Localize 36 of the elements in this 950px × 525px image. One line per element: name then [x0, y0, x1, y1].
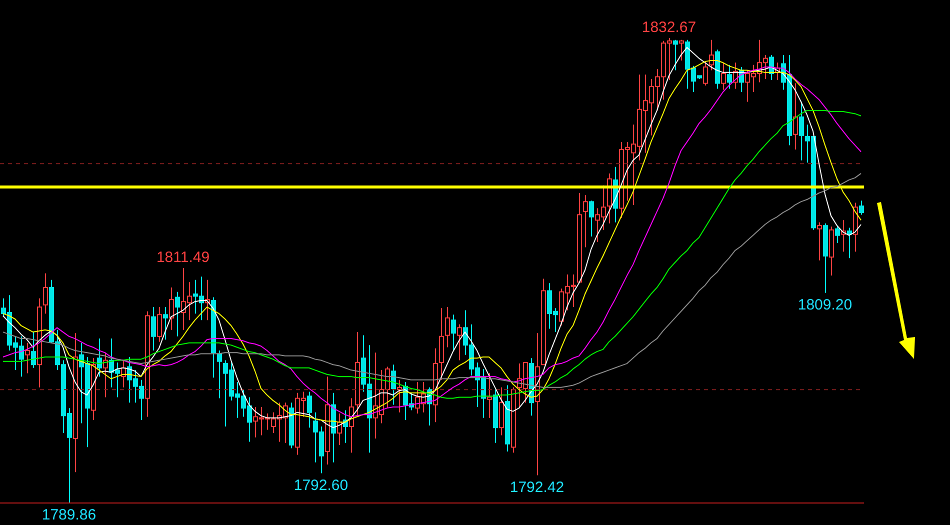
candlestick	[859, 200, 864, 216]
candlestick	[217, 350, 222, 399]
annotation: 1792.42	[510, 478, 564, 496]
annotation: 1792.60	[294, 476, 348, 494]
candlestick	[793, 82, 798, 150]
candlestick	[589, 200, 594, 237]
annotation: 1789.86	[42, 506, 96, 524]
candlestick	[175, 291, 180, 337]
candlestick	[673, 39, 678, 71]
candlestick	[307, 391, 312, 428]
candlestick	[727, 64, 732, 90]
candlestick	[457, 324, 462, 361]
candlestick	[391, 364, 396, 406]
candlestick	[487, 372, 492, 418]
annotation: 1832.67	[642, 19, 696, 36]
candlestick	[583, 194, 588, 248]
candlestick	[799, 101, 804, 161]
annotation: 1811.49	[156, 249, 210, 266]
candlestick	[835, 225, 840, 244]
candlestick	[709, 39, 714, 71]
candlestick	[679, 39, 684, 61]
candlestick	[31, 332, 36, 368]
candlestick	[817, 222, 822, 261]
candlestick	[43, 272, 48, 314]
candlestick	[847, 227, 852, 259]
candlestick	[163, 306, 168, 340]
candlestick	[451, 314, 456, 351]
annotation: 1809.20	[798, 296, 852, 314]
candlestick	[169, 287, 174, 330]
candlestick	[157, 306, 162, 342]
candlestick	[445, 306, 450, 348]
candlestick	[703, 61, 708, 86]
candlestick	[151, 306, 156, 351]
candlestick	[97, 338, 102, 378]
candlestick	[721, 62, 726, 90]
candlestick	[25, 342, 30, 374]
